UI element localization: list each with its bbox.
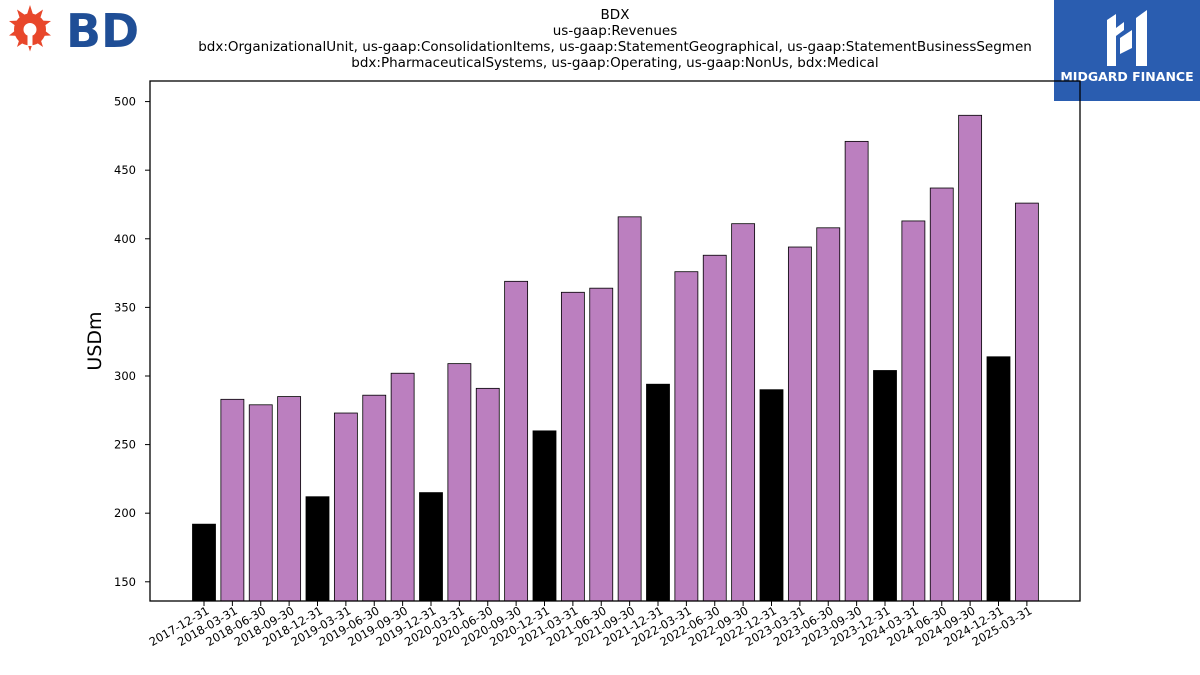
y-tick-label: 450 [114,163,136,177]
y-axis: 150 200 250 300 350 400 450 500 [114,95,150,589]
bar-2023-12-31 [873,370,897,602]
chart-title-members: bdx:PharmaceuticalSystems, us-gaap:Opera… [351,55,879,71]
bar-2020-03-31 [447,363,472,602]
bd-logo-graphic: BD [9,4,139,58]
y-tick-label: 500 [114,95,136,109]
bar-2024-03-31 [901,220,926,602]
y-tick-label: 300 [114,369,136,383]
bd-logo-text: BD [66,4,139,56]
plot-frame [149,80,1081,602]
bar-series [192,114,1039,602]
bar-2021-12-31 [646,383,670,602]
bar-2023-06-30 [816,227,841,602]
x-axis: 2017-12-312018-03-312018-06-302018-09-30… [147,601,1034,649]
y-axis-label: USDm [84,311,106,370]
bar-2021-03-31 [560,291,585,602]
bar-2019-06-30 [362,394,387,602]
midgard-finance-logo: MIDGARD FINANCE [1054,0,1200,101]
bar-2024-06-30 [929,187,954,602]
bar-2023-03-31 [787,246,812,602]
chart-title-block: BDX us-gaap:Revenues bdx:OrganizationalU… [140,7,1090,71]
chart-title-ticker: BDX [600,7,630,23]
bar-2023-09-30 [844,140,869,602]
y-tick-label: 400 [114,232,136,246]
bar-2018-09-30 [277,396,302,602]
midgard-finance-name: MIDGARD FINANCE [1060,69,1194,84]
bar-2017-12-31 [192,523,216,602]
bar-2022-12-31 [759,389,784,602]
bar-2022-06-30 [702,254,727,602]
bar-2024-09-30 [958,114,983,602]
bar-2020-06-30 [475,387,500,602]
midgard-mark-icon [1107,10,1147,66]
bd-logo: BD [4,4,144,58]
bar-2022-09-30 [731,223,756,602]
bar-2021-09-30 [617,216,642,602]
bar-2018-06-30 [248,404,273,602]
bar-2020-12-31 [532,430,557,602]
y-tick-label: 250 [114,438,136,452]
bar-2025-03-31 [1014,202,1039,602]
y-tick-label: 150 [114,575,136,589]
bar-2024-12-31 [986,356,1011,602]
bar-2020-09-30 [504,280,529,602]
chart-title-dimensions: bdx:OrganizationalUnit, us-gaap:Consolid… [198,39,1032,55]
y-tick-label: 200 [114,506,136,520]
bar-2018-03-31 [220,398,245,602]
chart-title-metric: us-gaap:Revenues [552,23,678,39]
y-tick-label: 350 [114,300,136,314]
bar-2019-03-31 [333,412,358,602]
bd-starburst-icon [9,5,51,52]
bar-2019-09-30 [390,372,415,602]
bar-2018-12-31 [305,496,330,602]
bar-2022-03-31 [674,271,699,602]
bar-2019-12-31 [419,492,443,602]
bar-2021-06-30 [589,287,614,602]
